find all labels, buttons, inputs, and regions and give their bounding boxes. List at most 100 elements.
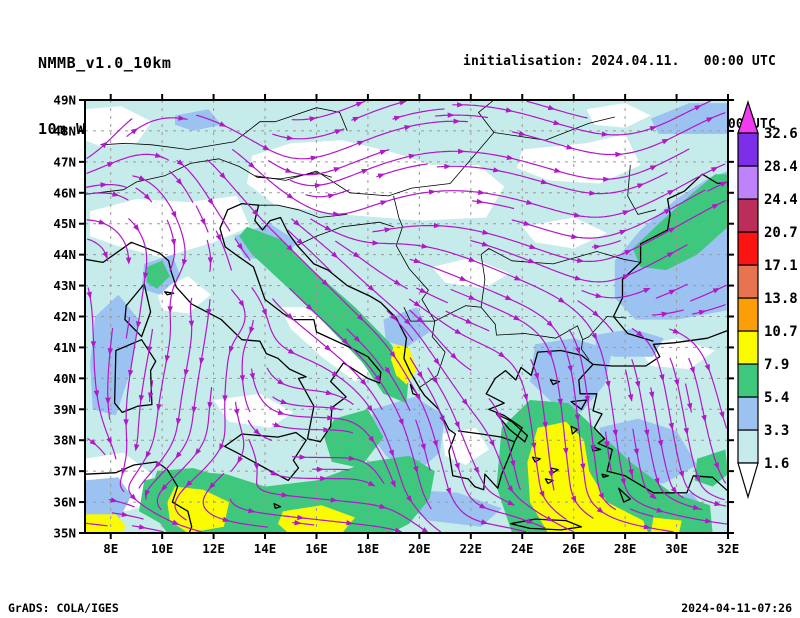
- streamline-arrowhead: [286, 312, 294, 320]
- coastline: [164, 291, 175, 296]
- streamline-arrowhead: [419, 287, 427, 294]
- shading-region: [175, 109, 222, 131]
- streamline-arrowhead: [404, 124, 412, 131]
- streamline-arrowhead: [458, 148, 466, 155]
- streamline: [138, 297, 193, 489]
- streamline-arrowhead: [393, 279, 402, 286]
- streamline-arrowhead: [654, 477, 660, 486]
- colorbar-label: 10.7: [764, 324, 798, 340]
- streamline-arrowhead: [416, 316, 424, 324]
- streamline-arrowhead: [433, 222, 441, 229]
- streamline-arrowhead: [100, 182, 108, 188]
- streamline: [488, 398, 521, 490]
- streamline-arrowhead: [138, 524, 147, 530]
- streamline-arrowhead: [175, 451, 182, 459]
- shading-region: [213, 393, 294, 428]
- streamline-arrowhead: [433, 357, 440, 366]
- streamline-arrowhead: [286, 244, 294, 252]
- colorbar-label: 13.8: [764, 291, 798, 307]
- creation-timestamp: 2024-04-11-07:26: [681, 601, 792, 615]
- country-border: [477, 100, 495, 133]
- streamline-arrowhead: [293, 219, 301, 227]
- streamline-arrowhead: [309, 116, 317, 122]
- streamline-arrowhead: [473, 466, 479, 475]
- streamline-arrowhead: [181, 258, 188, 267]
- streamline-arrowhead: [154, 152, 163, 158]
- streamline-arrowhead: [160, 484, 168, 492]
- streamline-arrowhead: [154, 461, 162, 469]
- streamline-arrowhead: [527, 258, 536, 264]
- streamline-arrowhead: [367, 480, 376, 487]
- coastline: [273, 502, 282, 509]
- init-time-label: initialisation: 2024.04.11. 00:00 UTC: [462, 54, 776, 69]
- streamline-arrowhead: [457, 102, 465, 108]
- streamline-arrowhead: [133, 224, 140, 232]
- streamline-arrowhead: [622, 274, 631, 280]
- streamline-arrowhead: [620, 478, 626, 486]
- country-border: [257, 204, 348, 218]
- streamline-arrowhead: [86, 291, 92, 300]
- coastline: [578, 363, 728, 494]
- streamline-arrowhead: [248, 161, 256, 169]
- streamline-arrowhead: [526, 199, 534, 205]
- shading-region: [650, 103, 728, 134]
- streamline-arrowhead: [366, 404, 374, 413]
- streamline-arrowhead: [576, 257, 585, 264]
- streamline-arrowhead: [444, 163, 452, 170]
- streamline: [409, 258, 674, 533]
- streamline-arrowhead: [649, 165, 658, 171]
- streamline-arrowhead: [542, 421, 548, 429]
- streamline-arrowhead: [518, 130, 527, 137]
- shading-region: [324, 409, 384, 468]
- streamline-arrowhead: [447, 112, 455, 118]
- streamline-arrowhead: [356, 140, 365, 146]
- streamline-arrowhead: [98, 219, 106, 225]
- streamline-arrowhead: [603, 176, 611, 182]
- streamline-arrowhead: [247, 507, 256, 514]
- shading-region: [85, 106, 152, 147]
- streamline: [568, 329, 616, 511]
- streamline-arrowhead: [479, 503, 487, 509]
- y-tick-label: 35N: [53, 526, 76, 541]
- shading-region: [85, 477, 132, 524]
- streamline: [86, 118, 133, 159]
- streamline: [392, 108, 445, 120]
- streamline-arrowhead: [459, 275, 467, 281]
- streamline-arrowhead: [453, 118, 461, 124]
- coastline: [618, 487, 631, 503]
- colorbar-label: 28.4: [764, 159, 798, 175]
- streamline-arrowhead: [143, 193, 151, 201]
- colorbar-box: [737, 231, 759, 266]
- colorbar-box: [737, 198, 759, 233]
- streamline-arrowhead: [513, 314, 521, 321]
- shading-region: [586, 103, 651, 128]
- streamline-arrowhead: [476, 198, 484, 205]
- streamline-arrowhead: [584, 395, 590, 403]
- streamline: [290, 148, 690, 187]
- streamline-arrowhead: [719, 181, 728, 187]
- streamline-arrowhead: [262, 144, 270, 151]
- streamline-arrowhead: [689, 366, 695, 375]
- streamline-arrowhead: [253, 428, 261, 436]
- streamline-arrowhead: [324, 344, 332, 352]
- streamline-arrowhead: [627, 394, 634, 402]
- streamline-arrowhead: [331, 251, 339, 259]
- streamline-arrowhead: [167, 306, 173, 314]
- streamline: [119, 218, 148, 493]
- streamline-arrowhead: [171, 519, 180, 525]
- streamline-arrowhead: [649, 492, 657, 500]
- streamline-arrowhead: [413, 300, 421, 307]
- streamline-arrowhead: [633, 448, 639, 456]
- streamline-arrowhead: [477, 189, 486, 195]
- streamline-arrowhead: [90, 341, 97, 349]
- streamline-arrowhead: [138, 394, 145, 403]
- streamline-arrowhead: [546, 320, 554, 328]
- streamline: [196, 114, 469, 160]
- streamline-arrowhead: [656, 507, 664, 513]
- streamline-arrowhead: [482, 229, 490, 235]
- colorbar-label: 17.1: [764, 258, 798, 274]
- colorbar: 1.6 3.3 5.4 7.9 10.7 13.8 17.1 20.7 24.4 28.4 32.6: [737, 100, 798, 500]
- streamline: [272, 423, 354, 434]
- streamline-arrowhead: [450, 352, 458, 360]
